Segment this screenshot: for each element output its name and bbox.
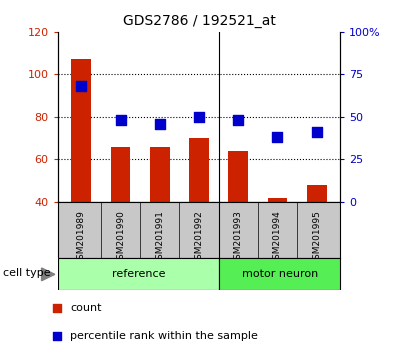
Polygon shape [41, 268, 55, 281]
FancyBboxPatch shape [58, 258, 219, 290]
Point [117, 118, 124, 123]
Bar [228, 151, 248, 287]
Point [54, 333, 60, 339]
Bar [111, 147, 130, 287]
Bar [307, 185, 326, 287]
Bar [268, 198, 287, 287]
Text: count: count [70, 303, 101, 313]
Text: cell type: cell type [3, 268, 51, 278]
Text: reference: reference [112, 269, 165, 279]
Text: GSM201991: GSM201991 [155, 210, 164, 265]
Text: GSM201994: GSM201994 [273, 210, 282, 265]
Text: GSM201989: GSM201989 [77, 210, 86, 265]
FancyBboxPatch shape [219, 258, 340, 290]
Point [274, 135, 281, 140]
Text: GSM201990: GSM201990 [116, 210, 125, 265]
Text: GSM201993: GSM201993 [234, 210, 243, 265]
Text: percentile rank within the sample: percentile rank within the sample [70, 331, 258, 341]
Point [156, 121, 163, 126]
Point [196, 114, 202, 120]
Point [314, 129, 320, 135]
Text: GSM201995: GSM201995 [312, 210, 321, 265]
Title: GDS2786 / 192521_at: GDS2786 / 192521_at [123, 14, 275, 28]
Text: motor neuron: motor neuron [242, 269, 318, 279]
Point [235, 118, 242, 123]
Point [78, 84, 84, 89]
Point [54, 305, 60, 311]
Bar [72, 59, 91, 287]
Text: GSM201992: GSM201992 [195, 210, 203, 265]
Bar [150, 147, 170, 287]
Bar [189, 138, 209, 287]
